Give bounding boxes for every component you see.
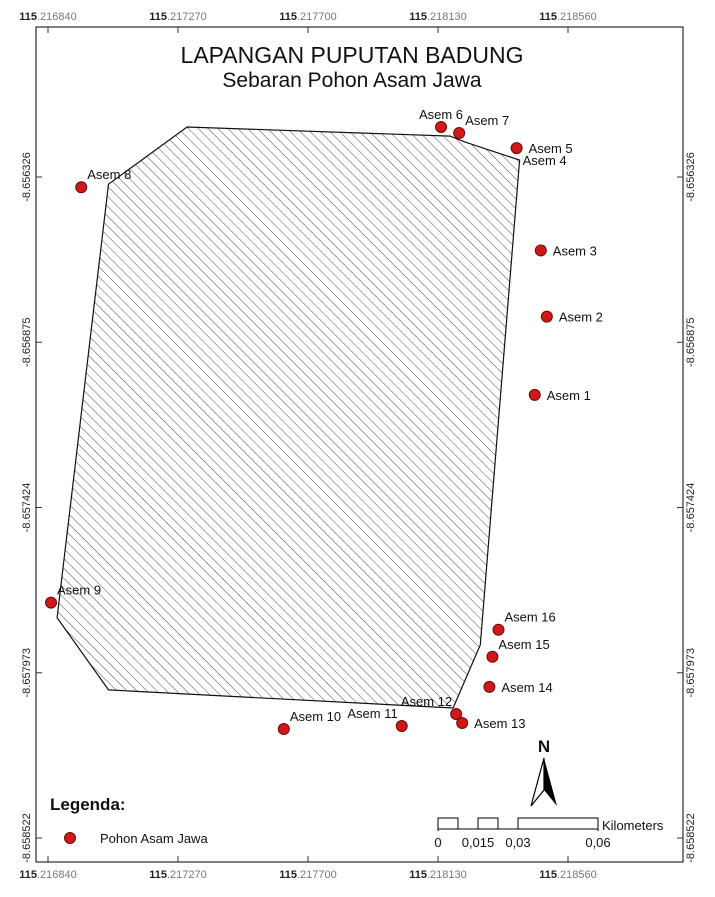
tree-point[interactable] xyxy=(540,310,553,323)
tree-label: Asem 5 xyxy=(529,141,573,156)
tree-label: Asem 1 xyxy=(547,388,591,403)
tree-label: Asem 8 xyxy=(87,167,131,182)
longitude-tick-label: 115.218130 xyxy=(409,11,467,23)
tree-point[interactable] xyxy=(435,121,448,134)
tree-label: Asem 2 xyxy=(559,310,603,325)
tree-label: Asem 6 xyxy=(419,107,463,122)
tree-point[interactable] xyxy=(277,723,290,736)
longitude-tick-label: 115.218560 xyxy=(539,11,597,23)
tree-point[interactable] xyxy=(534,244,547,257)
scale-bar-line xyxy=(437,817,599,831)
latitude-tick-label: -8.656326 xyxy=(685,152,697,202)
tree-point[interactable] xyxy=(75,181,88,194)
legend: Legenda: Pohon Asam Jawa xyxy=(50,795,208,846)
latitude-tick-label: -8.657424 xyxy=(21,483,33,533)
tree-label: Asem 7 xyxy=(465,113,509,128)
legend-title: Legenda: xyxy=(50,795,126,814)
north-label: N xyxy=(538,737,550,756)
longitude-tick-label: 115.217270 xyxy=(149,869,207,881)
scale-label-0: 0 xyxy=(434,835,441,850)
tree-label: Asem 12 xyxy=(401,694,452,709)
map-subtitle: Sebaran Pohon Asam Jawa xyxy=(222,69,481,92)
tree-label: Asem 15 xyxy=(498,637,549,652)
latitude-tick-label: -8.656875 xyxy=(685,317,697,367)
latitude-tick-label: -8.658522 xyxy=(21,813,33,863)
tree-point[interactable] xyxy=(45,596,58,609)
tree-label: Asem 10 xyxy=(290,709,341,724)
longitude-tick-label: 115.216840 xyxy=(19,869,77,881)
latitude-tick-label: -8.657973 xyxy=(685,648,697,698)
tree-label: Asem 11 xyxy=(347,706,397,721)
tree-label: Asem 9 xyxy=(57,583,101,598)
tree-point[interactable] xyxy=(395,720,408,733)
longitude-ticks-top: 115.216840 115.217270 115.217700 115.218130… xyxy=(19,11,597,33)
scale-unit: Kilometers xyxy=(602,818,664,833)
tree-point[interactable] xyxy=(510,142,523,155)
latitude-ticks-left: -8.656326 -8.656875 -8.657424 -8.657973 -8.6… xyxy=(21,152,42,863)
tree-label: Asem 3 xyxy=(553,243,597,258)
outer-frame xyxy=(35,26,684,863)
latitude-tick-label: -8.657424 xyxy=(685,483,697,533)
north-arrow-icon xyxy=(530,757,545,807)
scale-label-3: 0,06 xyxy=(585,835,610,850)
latitude-tick-label: -8.656326 xyxy=(21,152,33,202)
scale-label-1: 0,015 xyxy=(462,835,495,850)
field-area-polygon xyxy=(56,126,521,709)
latitude-ticks-right: -8.656326 -8.656875 -8.657424 -8.657973 -8.6… xyxy=(677,152,697,863)
map-title: LAPANGAN PUPUTAN BADUNG xyxy=(181,42,524,68)
north-arrow: N xyxy=(530,737,557,807)
latitude-tick-label: -8.657973 xyxy=(21,648,33,698)
red-dot-icon xyxy=(64,832,76,844)
longitude-tick-label: 115.217700 xyxy=(279,869,337,881)
longitude-tick-label: 115.218130 xyxy=(409,869,467,881)
tree-point[interactable] xyxy=(456,717,469,730)
tree-point[interactable] xyxy=(450,707,463,720)
longitude-ticks-bottom: 115.216840 115.217270 115.217700 115.218130… xyxy=(19,856,597,881)
tree-label: Asem 13 xyxy=(474,716,525,731)
longitude-tick-label: 115.217700 xyxy=(279,11,337,23)
longitude-tick-label: 115.217270 xyxy=(149,11,207,23)
north-arrow-icon-dark xyxy=(544,758,557,806)
tree-label: Asem 4 xyxy=(523,153,567,168)
tree-point[interactable] xyxy=(492,623,505,636)
latitude-tick-label: -8.658522 xyxy=(685,813,697,863)
legend-item-label: Pohon Asam Jawa xyxy=(100,831,208,846)
latitude-tick-label: -8.656875 xyxy=(21,317,33,367)
longitude-tick-label: 115.216840 xyxy=(19,11,77,23)
longitude-tick-label: 115.218560 xyxy=(539,869,597,881)
scale-label-2: 0,03 xyxy=(505,835,530,850)
scale-bar: Kilometers 0 0,015 0,03 0,06 xyxy=(434,817,664,850)
tree-point[interactable] xyxy=(486,650,499,663)
tree-point[interactable] xyxy=(453,127,466,140)
tree-point[interactable] xyxy=(528,388,541,401)
tree-label: Asem 14 xyxy=(501,680,552,695)
tree-label: Asem 16 xyxy=(504,610,555,625)
tree-point[interactable] xyxy=(483,680,496,693)
